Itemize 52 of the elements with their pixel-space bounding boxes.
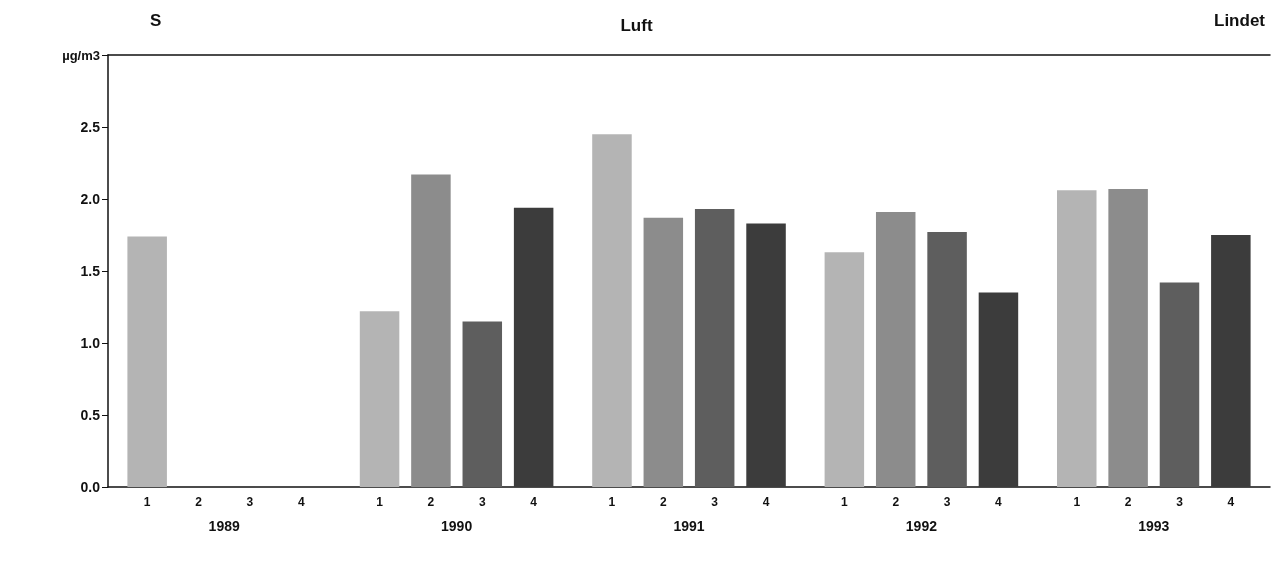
- series-label: 1: [143, 495, 151, 509]
- bar: [1108, 188, 1148, 487]
- text: 1: [376, 495, 383, 509]
- text: S: [150, 11, 162, 30]
- text: 3: [1176, 495, 1183, 509]
- bar: [746, 223, 786, 487]
- text: 3: [246, 495, 254, 509]
- text: Lindet: [1214, 11, 1266, 30]
- y-axis-title: µg/m3: [62, 47, 100, 63]
- text: 4: [1227, 495, 1235, 509]
- bar: [875, 211, 916, 487]
- bar: [978, 292, 1019, 487]
- x-tick-label: 1990: [441, 518, 473, 534]
- bar: [359, 311, 400, 487]
- text: 2: [195, 495, 202, 509]
- text: 2: [659, 495, 667, 509]
- chart-title: Luft: [620, 16, 653, 35]
- bar: [694, 209, 735, 487]
- bar: [927, 232, 967, 487]
- series-label: 4: [530, 495, 538, 509]
- bar: [462, 321, 503, 487]
- text: 4: [297, 495, 305, 509]
- y-tick-label: 0.5: [80, 407, 101, 423]
- y-tick-label: 2.5: [80, 119, 101, 135]
- bar: [1211, 235, 1251, 487]
- y-tick-label: 1.0: [80, 335, 101, 351]
- text: 1: [608, 495, 616, 509]
- text: 3: [711, 495, 719, 509]
- y-tick-label: 2.0: [80, 191, 101, 207]
- bar: [824, 252, 865, 487]
- y-tick-label: 1.5: [80, 263, 101, 279]
- bar: [1159, 282, 1200, 487]
- text: 4: [995, 495, 1002, 509]
- text: 1: [841, 495, 848, 509]
- x-tick-label: 1993: [1138, 518, 1170, 534]
- x-tick-label: 1992: [905, 518, 938, 534]
- x-tick-label: 1991: [673, 518, 705, 534]
- bar: [592, 134, 632, 487]
- series-label: 2: [427, 495, 435, 509]
- bar: [643, 217, 684, 487]
- series-label: 3: [478, 495, 486, 509]
- text: 2: [892, 495, 900, 509]
- text: 2: [1124, 495, 1132, 509]
- bar: [411, 174, 451, 487]
- text: 4: [762, 495, 770, 509]
- bar: [127, 236, 167, 487]
- text: 3: [943, 495, 951, 509]
- bar: [1057, 190, 1097, 487]
- x-tick-label: 1989: [208, 518, 240, 534]
- y-tick-label: 0.0: [80, 479, 101, 495]
- bar: [513, 207, 554, 487]
- text: 1: [1073, 495, 1081, 509]
